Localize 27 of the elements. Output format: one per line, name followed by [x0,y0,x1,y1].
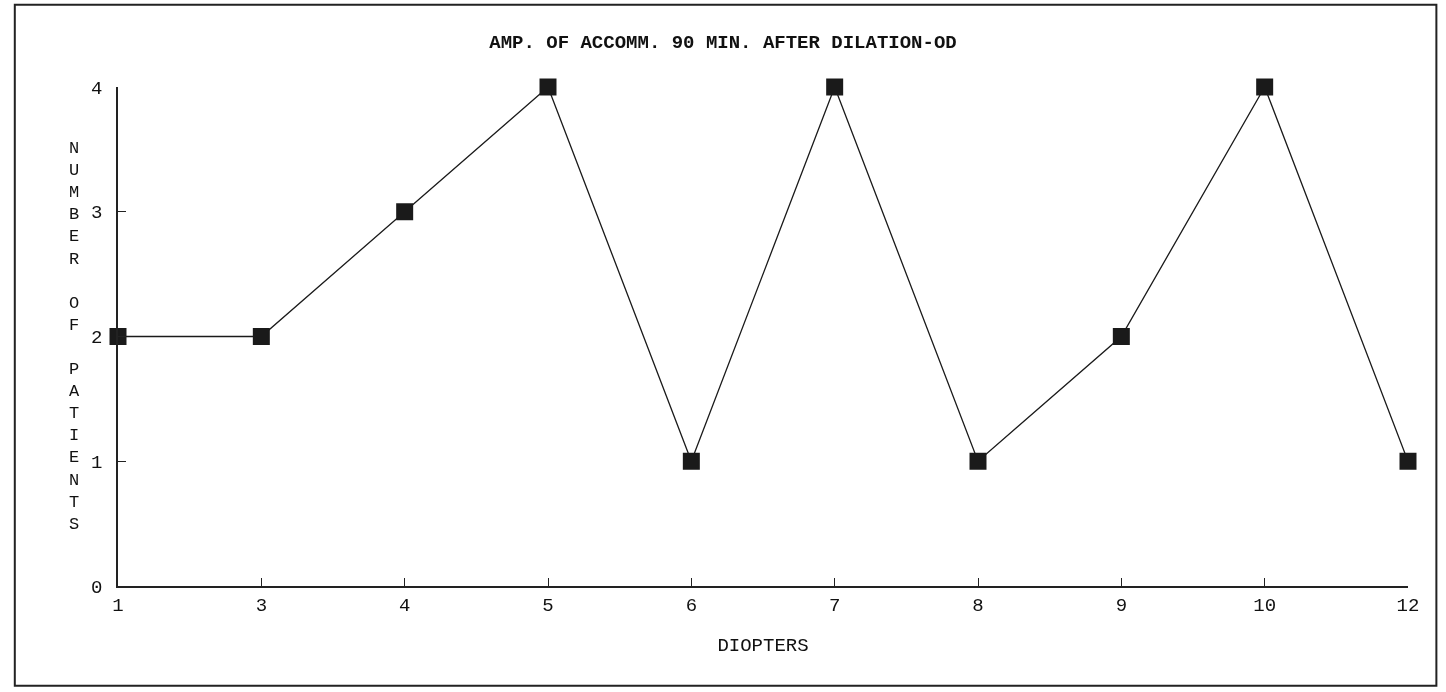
point [969,452,987,470]
point [252,328,270,345]
x-tick-label: 9 [1115,594,1128,617]
y-tick-label: 2 [91,327,103,350]
x-tick-label: 12 [1396,594,1420,617]
x-tick-label: 7 [828,594,841,617]
y-tick-label: 3 [91,202,103,225]
point [396,203,414,221]
y-tick-label: 1 [91,451,103,474]
x-tick-label: 10 [1253,594,1277,617]
point [1256,78,1274,96]
x-axis-title: DIOPTERS [717,634,809,657]
y-tick-label: 0 [91,576,103,599]
point [1399,452,1417,470]
text: NUMBER OF PATIENTS [69,139,80,534]
point [539,78,557,96]
x-tick-label: 4 [398,594,411,617]
point [826,78,844,96]
x-tick-label: 5 [542,594,554,617]
x-tick-label: 8 [972,594,984,617]
x-tick-label: 6 [685,594,698,617]
x-tick-label: 1 [112,594,124,617]
point [1112,328,1130,345]
x-tick-label: 3 [255,594,268,617]
point [682,452,700,470]
y-tick-label: 4 [91,77,103,100]
chart-title: AMP. OF ACCOMM. 90 MIN. AFTER DILATION-OD [489,32,957,55]
